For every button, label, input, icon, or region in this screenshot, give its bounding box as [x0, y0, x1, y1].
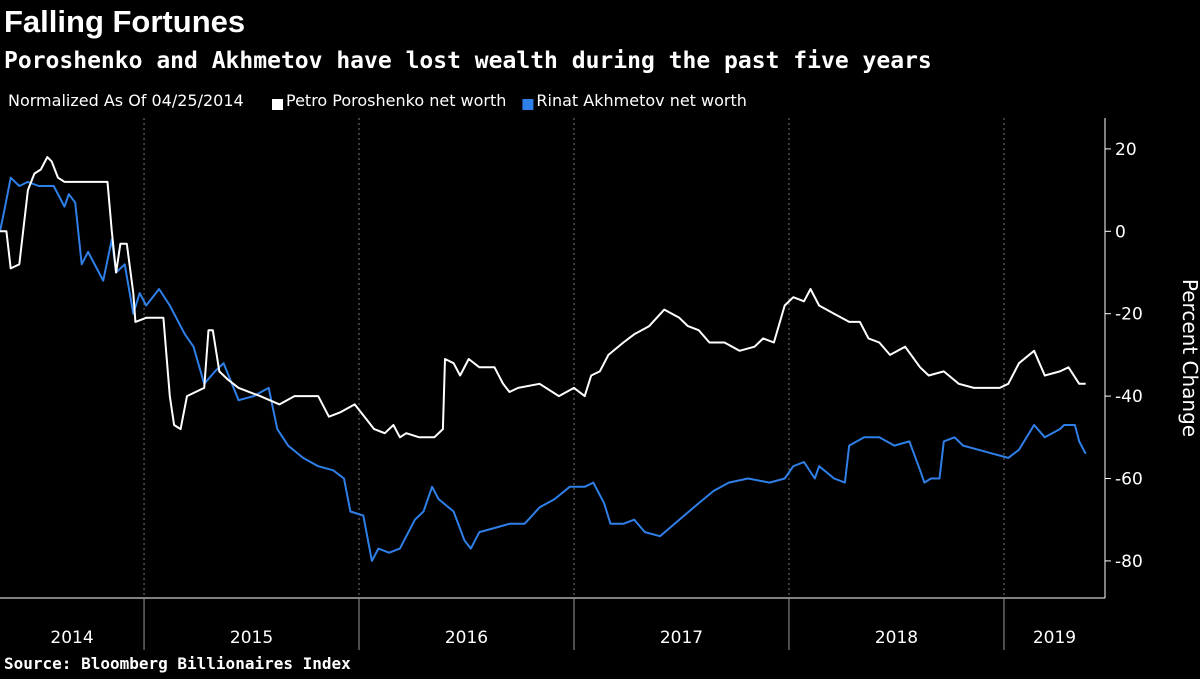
x-tick-label: 2014 — [50, 628, 93, 648]
chart-subtitle: Poroshenko and Akhmetov have lost wealth… — [4, 48, 932, 74]
y-tick-label: -60 — [1115, 470, 1143, 490]
legend-label: Petro Poroshenko net worth — [286, 91, 506, 110]
y-tick-label: -40 — [1115, 387, 1143, 407]
y-tick-label: -80 — [1115, 552, 1143, 572]
x-tick-label: 2018 — [875, 628, 918, 648]
y-tick-label: 20 — [1115, 140, 1137, 160]
x-tick-label: 2015 — [230, 628, 273, 648]
legend-swatch — [522, 99, 534, 110]
legend-label: Rinat Akhmetov net worth — [536, 91, 746, 110]
y-tick-label: -20 — [1115, 305, 1143, 325]
legend-swatch — [272, 99, 283, 110]
x-tick-label: 2017 — [660, 628, 703, 648]
source: Source: Bloomberg Billionaires Index — [4, 654, 351, 673]
series-line — [0, 176, 1087, 562]
y-axis-title: Percent Change — [1178, 279, 1200, 437]
chart-title: Falling Fortunes — [4, 4, 245, 39]
x-tick-label: 2016 — [445, 628, 488, 648]
note: Normalized As Of 04/25/2014 — [8, 91, 244, 110]
x-tick-label: 2019 — [1033, 628, 1076, 648]
y-tick-label: 0 — [1115, 222, 1126, 242]
series-line — [0, 156, 1086, 439]
